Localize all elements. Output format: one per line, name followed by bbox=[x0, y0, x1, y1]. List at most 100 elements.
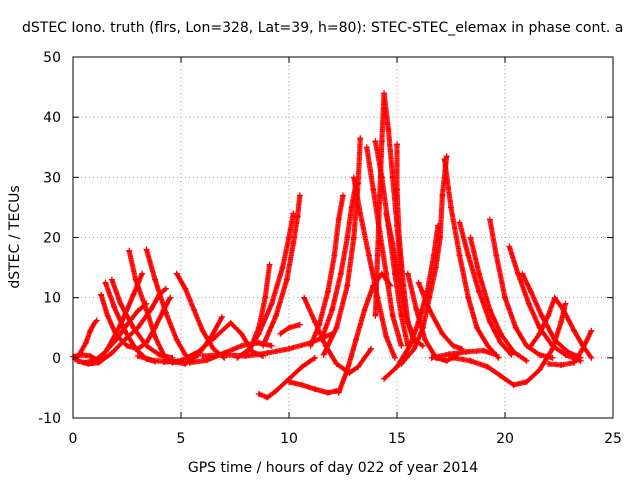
x-tick-label: 25 bbox=[604, 431, 622, 447]
data-point bbox=[113, 331, 120, 338]
data-point bbox=[493, 351, 500, 358]
series-pass-31 bbox=[394, 141, 418, 346]
series-pass-09 bbox=[143, 246, 197, 365]
data-point bbox=[404, 270, 411, 277]
data-point bbox=[130, 291, 137, 298]
data-point bbox=[324, 288, 331, 295]
data-point bbox=[279, 264, 286, 271]
data-point bbox=[415, 279, 422, 286]
data-point bbox=[132, 276, 139, 283]
data-point bbox=[545, 312, 552, 319]
data-point bbox=[238, 330, 245, 337]
data-point bbox=[560, 306, 567, 313]
data-point bbox=[551, 294, 558, 301]
data-point bbox=[486, 318, 493, 325]
data-point bbox=[266, 261, 273, 268]
data-point bbox=[370, 186, 377, 193]
data-point bbox=[439, 192, 446, 199]
data-point bbox=[376, 192, 383, 199]
data-point bbox=[182, 360, 189, 367]
data-point bbox=[290, 210, 297, 217]
data-point bbox=[368, 345, 375, 352]
series-pass-18 bbox=[255, 354, 318, 401]
data-point bbox=[450, 342, 457, 349]
marker-trail bbox=[286, 379, 340, 396]
series-pass-16 bbox=[244, 210, 297, 355]
data-point bbox=[139, 270, 146, 277]
data-point bbox=[286, 324, 292, 331]
data-point bbox=[199, 353, 206, 360]
data-point bbox=[378, 138, 385, 145]
data-point bbox=[134, 353, 141, 360]
data-point bbox=[381, 375, 388, 382]
data-point bbox=[143, 342, 150, 349]
series-pass-19 bbox=[277, 321, 303, 337]
series-pass-12 bbox=[160, 319, 267, 366]
data-point bbox=[383, 210, 390, 217]
data-point bbox=[95, 359, 102, 366]
data-point bbox=[357, 135, 364, 142]
data-point bbox=[335, 216, 342, 223]
series-pass-40 bbox=[486, 216, 556, 361]
data-point bbox=[506, 243, 513, 250]
data-point bbox=[286, 234, 292, 241]
data-point bbox=[536, 366, 543, 373]
data-point bbox=[264, 394, 271, 401]
data-point bbox=[476, 288, 483, 295]
data-point bbox=[268, 342, 275, 349]
marker-trail bbox=[394, 141, 417, 346]
data-point bbox=[244, 348, 251, 355]
data-point bbox=[562, 351, 569, 358]
data-point bbox=[562, 300, 569, 307]
series-pass-45 bbox=[545, 327, 595, 369]
data-point bbox=[352, 336, 359, 343]
data-point bbox=[350, 234, 357, 241]
data-point bbox=[132, 345, 139, 352]
data-point bbox=[152, 333, 159, 340]
data-point bbox=[182, 285, 189, 292]
data-point bbox=[162, 309, 169, 316]
data-point bbox=[426, 306, 433, 313]
y-ticks: -10 0 10 20 30 40 50 bbox=[38, 50, 613, 427]
series-pass-33 bbox=[398, 153, 450, 367]
data-point bbox=[91, 357, 98, 364]
data-point bbox=[396, 234, 403, 241]
data-point bbox=[121, 327, 128, 334]
series-pass-07 bbox=[108, 276, 176, 361]
data-point bbox=[372, 312, 379, 319]
data-point bbox=[558, 362, 565, 369]
data-point bbox=[160, 351, 167, 358]
data-point bbox=[296, 192, 303, 199]
data-point bbox=[74, 357, 81, 364]
data-point bbox=[527, 288, 534, 295]
data-point bbox=[510, 348, 517, 355]
data-point bbox=[344, 282, 351, 289]
series-pass-36 bbox=[441, 156, 502, 361]
data-point bbox=[311, 386, 318, 393]
data-point bbox=[571, 327, 578, 334]
data-point bbox=[361, 306, 368, 313]
data-point bbox=[87, 327, 94, 334]
data-point bbox=[173, 336, 180, 343]
data-point bbox=[389, 240, 396, 247]
x-tick-label: 10 bbox=[280, 431, 298, 447]
data-point bbox=[195, 348, 202, 355]
data-point bbox=[227, 319, 234, 326]
data-point bbox=[143, 306, 150, 313]
data-point bbox=[335, 389, 342, 396]
marker-trail bbox=[506, 243, 584, 364]
data-point bbox=[152, 357, 159, 364]
data-point bbox=[372, 138, 379, 145]
series-pass-21 bbox=[301, 294, 375, 376]
data-point bbox=[173, 270, 180, 277]
series-pass-39 bbox=[467, 234, 530, 364]
data-point bbox=[450, 354, 457, 361]
data-point bbox=[394, 363, 400, 370]
data-point bbox=[273, 312, 280, 319]
data-point bbox=[102, 279, 109, 286]
data-point bbox=[186, 359, 193, 366]
data-point bbox=[350, 174, 357, 181]
data-point bbox=[255, 390, 262, 397]
data-point bbox=[268, 300, 275, 307]
data-point bbox=[311, 318, 318, 325]
